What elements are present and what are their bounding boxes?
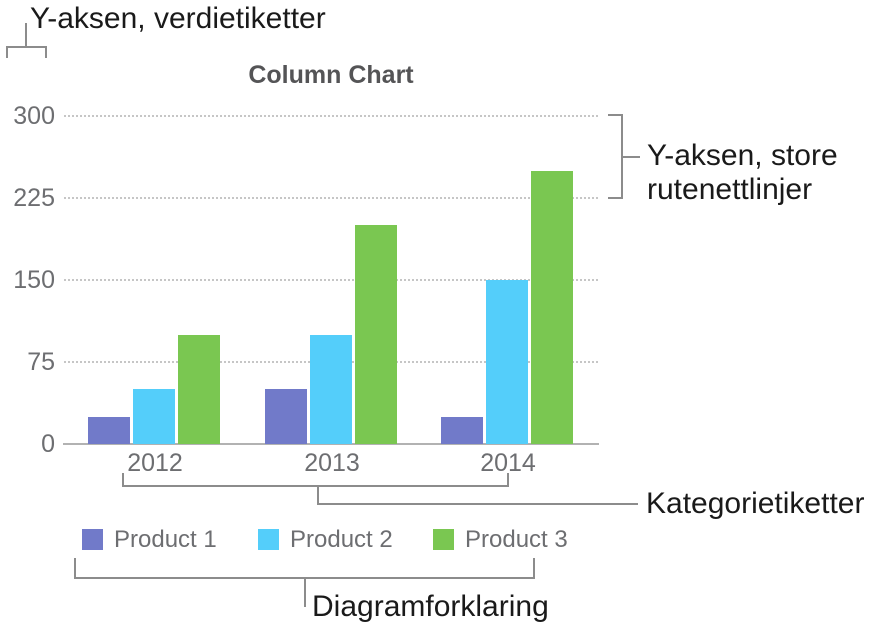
legend-label-3: Product 3 — [465, 526, 568, 553]
chart-title: Column Chart — [248, 61, 414, 89]
annotation-category-labels: Kategorietiketter — [646, 487, 865, 520]
bar-product-1-2013 — [265, 389, 307, 444]
callout-bracket-legend — [74, 558, 535, 579]
legend-swatch-1 — [82, 529, 103, 550]
callout-bracket-y-value-labels — [6, 46, 47, 58]
category-label-2012: 2012 — [127, 449, 183, 477]
y-major-gridline — [64, 115, 598, 117]
x-axis-baseline — [63, 443, 599, 445]
category-label-2013: 2013 — [304, 449, 360, 477]
legend-label-2: Product 2 — [290, 526, 393, 553]
callout-stem-category-labels — [317, 487, 638, 505]
bar-product-1-2014 — [441, 417, 483, 444]
annotation-y-gridlines: Y-aksen, store rutenettlinjer — [647, 139, 838, 206]
legend-label-1: Product 1 — [114, 526, 217, 553]
bar-product-2-2012 — [133, 389, 175, 444]
legend-swatch-3 — [433, 529, 454, 550]
bar-product-1-2012 — [88, 417, 130, 444]
y-major-gridline — [64, 279, 598, 281]
y-major-gridline — [64, 197, 598, 199]
bar-product-2-2014 — [486, 280, 528, 444]
bar-product-3-2012 — [178, 335, 220, 444]
y-axis-tick-label: 0 — [41, 430, 55, 458]
y-axis-tick-label: 75 — [27, 348, 55, 376]
callout-bracket-y-gridlines — [608, 114, 623, 199]
annotation-y-value-labels: Y-aksen, verdietiketter — [30, 2, 326, 35]
legend-swatch-2 — [258, 529, 279, 550]
category-label-2014: 2014 — [480, 449, 536, 477]
bar-product-3-2014 — [531, 171, 573, 444]
callout-bracket-category-labels — [122, 473, 509, 487]
bar-product-2-2013 — [310, 335, 352, 444]
bar-product-3-2013 — [355, 225, 397, 444]
y-axis-tick-label: 225 — [13, 184, 55, 212]
annotation-legend: Diagramforklaring — [312, 590, 549, 623]
y-axis-tick-label: 150 — [13, 266, 55, 294]
y-axis-tick-label: 300 — [13, 102, 55, 130]
